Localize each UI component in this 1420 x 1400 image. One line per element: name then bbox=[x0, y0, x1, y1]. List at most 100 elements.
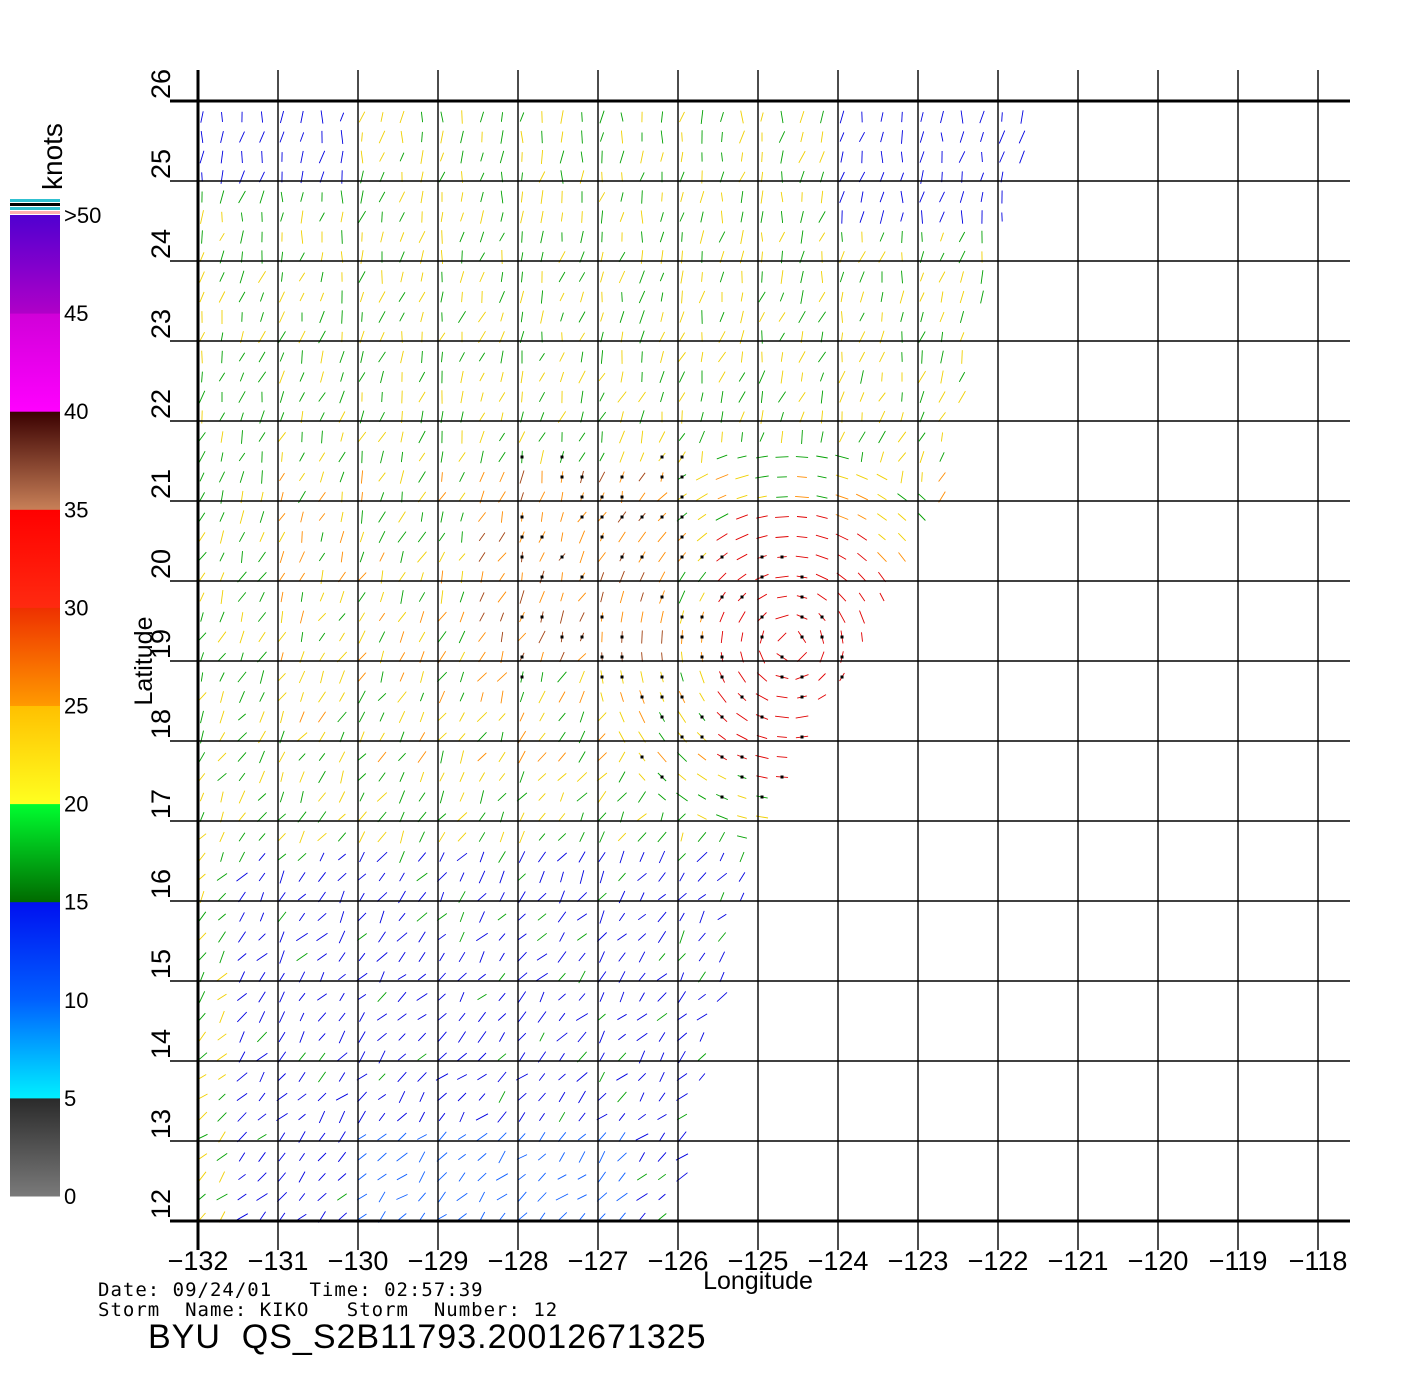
rain-flag-dot bbox=[780, 555, 784, 559]
rain-flag-dot bbox=[620, 475, 624, 479]
wind-vector bbox=[818, 673, 826, 681]
wind-vector bbox=[520, 210, 524, 224]
wind-vector bbox=[359, 851, 365, 863]
wind-vector bbox=[735, 533, 749, 541]
wind-vector bbox=[378, 291, 386, 303]
wind-vector bbox=[758, 370, 766, 384]
wind-vector bbox=[640, 430, 644, 444]
wind-vector bbox=[398, 511, 406, 523]
wind-vector bbox=[217, 631, 227, 643]
colorbar-band bbox=[10, 509, 60, 608]
wind-vector bbox=[358, 672, 366, 682]
wind-vector bbox=[436, 872, 448, 882]
wind-vector bbox=[259, 670, 265, 684]
wind-vector bbox=[555, 1193, 569, 1201]
colorbar-tick: 35 bbox=[64, 497, 88, 522]
wind-vector bbox=[296, 732, 308, 742]
wind-vector bbox=[498, 713, 506, 721]
wind-vector bbox=[800, 131, 804, 143]
wind-vector bbox=[358, 1031, 366, 1043]
wind-vector bbox=[339, 590, 345, 604]
wind-vector bbox=[638, 773, 646, 781]
wind-vector bbox=[237, 993, 247, 1001]
wind-vector bbox=[597, 812, 607, 822]
wind-vector bbox=[237, 671, 247, 683]
wind-vector bbox=[238, 851, 246, 863]
wind-vector bbox=[418, 631, 426, 643]
rain-flag-dot bbox=[760, 715, 764, 719]
wind-vector bbox=[736, 835, 748, 839]
wind-vector bbox=[219, 831, 225, 843]
wind-vector bbox=[358, 210, 366, 224]
wind-vector bbox=[721, 431, 723, 443]
rain-flag-dot bbox=[600, 615, 604, 619]
map-grid bbox=[170, 70, 1350, 1250]
wind-vector bbox=[795, 715, 809, 719]
wind-vector bbox=[700, 351, 704, 363]
wind-vector bbox=[498, 751, 506, 763]
wind-vector bbox=[878, 571, 886, 583]
wind-vector bbox=[719, 852, 725, 862]
wind-vector bbox=[841, 311, 843, 323]
wind-vector bbox=[740, 310, 744, 324]
wind-vector bbox=[477, 993, 487, 1001]
wind-vector bbox=[880, 112, 884, 122]
wind-vector bbox=[438, 332, 446, 342]
wind-vector bbox=[660, 152, 664, 162]
wind-vector bbox=[699, 230, 705, 244]
wind-vector bbox=[437, 1012, 447, 1022]
wind-vector bbox=[519, 712, 525, 722]
wind-vector bbox=[218, 372, 226, 382]
wind-vector bbox=[901, 252, 903, 262]
wind-vector bbox=[740, 351, 744, 363]
wind-vector bbox=[479, 430, 485, 444]
wind-vector bbox=[497, 792, 507, 802]
wind-vector bbox=[239, 270, 245, 284]
wind-vector bbox=[378, 1073, 386, 1081]
wind-vector bbox=[617, 391, 627, 403]
wind-vector bbox=[319, 212, 325, 222]
wind-vector bbox=[598, 1171, 606, 1183]
rain-flag-dot bbox=[540, 615, 544, 619]
wind-vector bbox=[596, 1192, 608, 1202]
wind-vector bbox=[299, 252, 305, 262]
wind-vector bbox=[456, 1074, 468, 1080]
wind-vector bbox=[737, 455, 747, 459]
wind-vector bbox=[578, 751, 586, 763]
wind-vector bbox=[599, 1052, 605, 1062]
wind-vector bbox=[497, 552, 507, 562]
wind-vector bbox=[576, 792, 588, 802]
rain-flag-dot bbox=[640, 555, 644, 559]
wind-vector bbox=[580, 291, 584, 303]
wind-vector bbox=[521, 172, 523, 182]
wind-vector bbox=[377, 1173, 387, 1181]
wind-vector bbox=[319, 652, 325, 662]
wind-vector bbox=[400, 451, 404, 463]
wind-vector bbox=[479, 592, 485, 602]
wind-vector bbox=[339, 992, 345, 1002]
wind-vector bbox=[920, 112, 924, 122]
wind-vector bbox=[399, 772, 405, 782]
wind-vector bbox=[680, 672, 684, 682]
wind-vector bbox=[900, 151, 904, 163]
wind-vector bbox=[498, 1150, 506, 1164]
wind-vector bbox=[417, 1032, 427, 1042]
wind-vector bbox=[539, 712, 545, 722]
wind-vector bbox=[259, 190, 265, 204]
wind-vector bbox=[201, 350, 203, 364]
wind-vector bbox=[458, 733, 466, 741]
wind-vector bbox=[416, 912, 428, 922]
longitude-tick-label: −123 bbox=[888, 1246, 949, 1276]
latitude-tick-label: 26 bbox=[146, 69, 176, 99]
wind-vector bbox=[539, 372, 545, 382]
wind-vector bbox=[498, 392, 506, 402]
wind-vector bbox=[319, 310, 325, 324]
wind-vector bbox=[318, 753, 326, 761]
wind-vector bbox=[258, 1092, 266, 1102]
wind-vector bbox=[278, 832, 286, 842]
wind-vector bbox=[539, 412, 545, 422]
rain-flag-dot bbox=[740, 775, 744, 779]
wind-vector bbox=[319, 471, 325, 483]
wind-vector bbox=[820, 190, 824, 204]
wind-vector bbox=[640, 671, 644, 683]
